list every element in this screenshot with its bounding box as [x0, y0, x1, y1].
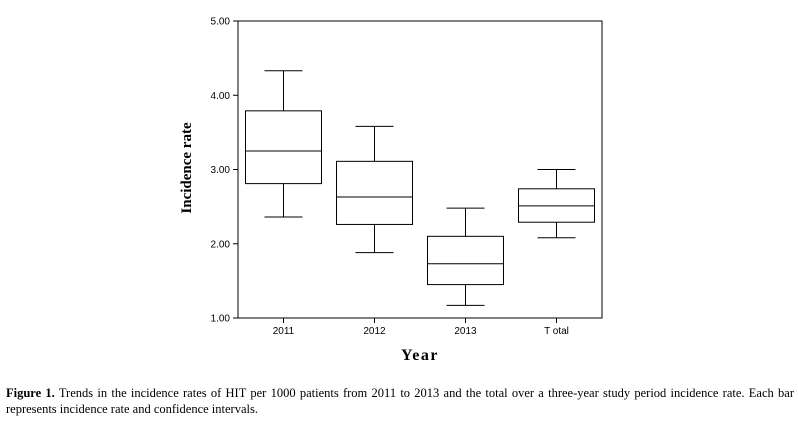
- box-iqr: [245, 110, 322, 185]
- y-tick-label: 1.00: [211, 314, 231, 325]
- box-2012: [336, 125, 413, 254]
- box-2013: [427, 207, 504, 306]
- x-tick-label: 2012: [363, 326, 386, 337]
- x-tick-label: T otal: [544, 326, 569, 337]
- figure-label: Figure 1.: [6, 386, 55, 400]
- box-iqr: [427, 235, 504, 286]
- y-axis: 1.00 2.00 3.00 4.00 5.00: [211, 17, 238, 325]
- y-tick-label: 3.00: [211, 165, 231, 176]
- x-axis: 2011 2012 2013 T otal: [273, 318, 569, 337]
- boxes: [245, 70, 595, 306]
- x-tick-label: 2011: [273, 326, 295, 337]
- x-tick-label: 2013: [454, 326, 477, 337]
- x-axis-title: Year: [401, 347, 439, 364]
- figure-caption-text: Trends in the incidence rates of HIT per…: [6, 386, 794, 416]
- box-plot-chart: 1.002.003.004.005.00 2011 2012 2013 T otal …: [179, 17, 603, 364]
- box-2011: [245, 70, 322, 218]
- figure-caption: Figure 1. Trends in the incidence rates …: [6, 385, 794, 417]
- y-tick-label: 4.00: [211, 91, 231, 102]
- box-total: [518, 169, 595, 239]
- box-iqr: [336, 160, 413, 225]
- y-tick-label: 2.00: [211, 239, 231, 250]
- y-tick-label: 5.00: [211, 17, 231, 28]
- y-axis-title: Incidence rate: [179, 122, 195, 214]
